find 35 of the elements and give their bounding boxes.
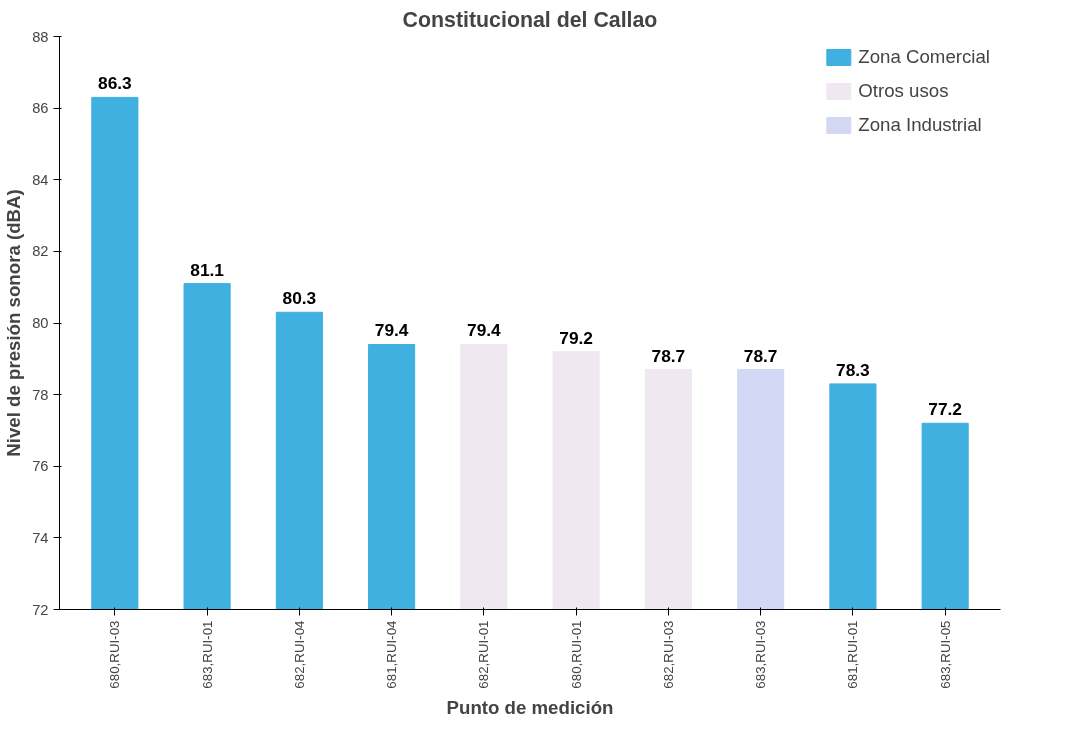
data-label: 78.7 xyxy=(743,345,778,366)
x-tick-label: 682,RUI-04 xyxy=(291,619,307,689)
chart-title: Constitucional del Callao xyxy=(402,7,658,32)
data-label: 79.4 xyxy=(467,320,502,341)
y-tick-label: 84 xyxy=(32,171,49,188)
data-label: 78.3 xyxy=(836,359,871,380)
x-tick-label: 680,RUI-01 xyxy=(568,620,584,689)
data-label: 80.3 xyxy=(282,288,317,309)
legend-label: Otros usos xyxy=(858,80,949,102)
y-tick-label: 74 xyxy=(32,529,49,546)
x-tick-label: 680,RUI-03 xyxy=(107,620,123,689)
y-tick-label: 72 xyxy=(32,601,49,618)
y-tick-label: 82 xyxy=(32,243,49,260)
y-axis-title: Nivel de presión sonora (dBA) xyxy=(3,189,25,457)
legend-label: Zona Comercial xyxy=(858,46,990,68)
x-tick-label: 683,RUI-05 xyxy=(937,620,953,689)
x-axis-title: Punto de medición xyxy=(446,696,614,718)
x-tick-label: 682,RUI-03 xyxy=(660,620,676,689)
data-label: 78.7 xyxy=(651,345,686,366)
y-tick-label: 76 xyxy=(32,458,49,475)
y-tick-label: 88 xyxy=(32,28,49,45)
y-tick-label: 78 xyxy=(32,386,49,403)
x-tick-label: 683,RUI-01 xyxy=(199,620,215,689)
y-tick-label: 80 xyxy=(32,315,49,331)
data-label: 86.3 xyxy=(97,73,133,94)
y-tick-label: 86 xyxy=(32,100,49,117)
data-label: 79.4 xyxy=(374,320,409,341)
data-label: 77.2 xyxy=(928,399,963,420)
data-label: 81.1 xyxy=(190,259,225,280)
data-label: 79.2 xyxy=(559,327,593,348)
x-tick-label: 681,RUI-04 xyxy=(384,619,400,689)
x-tick-label: 682,RUI-01 xyxy=(476,620,492,689)
legend-label: Zona Industrial xyxy=(858,114,982,136)
x-tick-label: 683,RUI-03 xyxy=(753,620,769,689)
x-tick-label: 681,RUI-01 xyxy=(845,620,861,689)
